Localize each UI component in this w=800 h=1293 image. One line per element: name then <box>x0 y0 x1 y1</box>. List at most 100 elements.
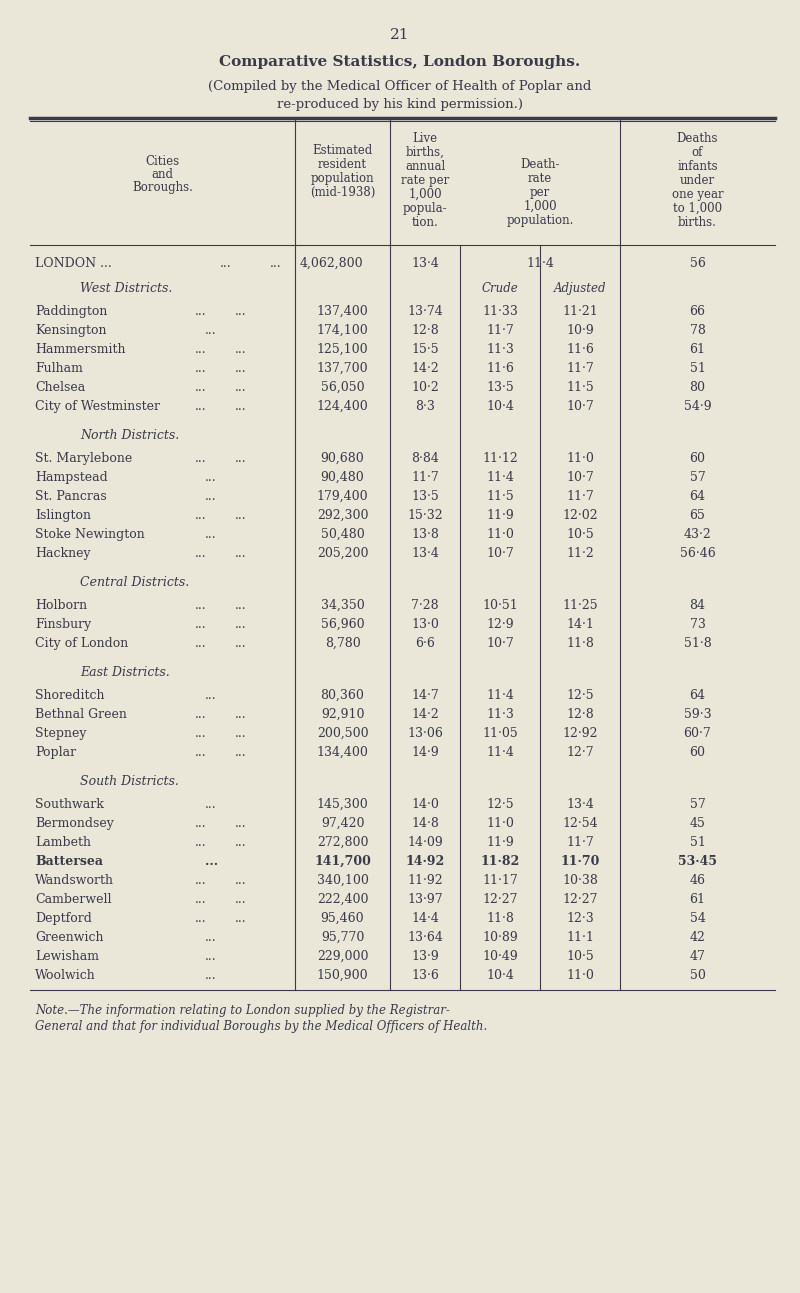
Text: ...: ... <box>205 798 217 811</box>
Text: Bermondsey: Bermondsey <box>35 817 114 830</box>
Text: and: and <box>151 168 174 181</box>
Text: tion.: tion. <box>412 216 438 229</box>
Text: 272,800: 272,800 <box>317 837 368 850</box>
Text: ...: ... <box>235 400 246 412</box>
Text: 13·4: 13·4 <box>566 798 594 811</box>
Text: 78: 78 <box>690 325 706 337</box>
Text: 12·54: 12·54 <box>562 817 598 830</box>
Text: South Districts.: South Districts. <box>80 775 179 787</box>
Text: ...: ... <box>235 912 246 924</box>
Text: Finsbury: Finsbury <box>35 618 91 631</box>
Text: ...: ... <box>235 453 246 465</box>
Text: ...: ... <box>195 362 206 375</box>
Text: 11·0: 11·0 <box>566 453 594 465</box>
Text: Hampstead: Hampstead <box>35 471 108 484</box>
Text: 57: 57 <box>690 798 706 811</box>
Text: ...: ... <box>235 343 246 356</box>
Text: Deptford: Deptford <box>35 912 92 924</box>
Text: 84: 84 <box>690 599 706 612</box>
Text: 46: 46 <box>690 874 706 887</box>
Text: 10·38: 10·38 <box>562 874 598 887</box>
Text: 73: 73 <box>690 618 706 631</box>
Text: 11·5: 11·5 <box>566 381 594 394</box>
Text: 90,480: 90,480 <box>321 471 364 484</box>
Text: 8,780: 8,780 <box>325 637 360 650</box>
Text: population.: population. <box>506 215 574 228</box>
Text: 56: 56 <box>690 257 706 270</box>
Text: Poplar: Poplar <box>35 746 76 759</box>
Text: Hammersmith: Hammersmith <box>35 343 126 356</box>
Text: 11·8: 11·8 <box>566 637 594 650</box>
Text: 11·6: 11·6 <box>486 362 514 375</box>
Text: 95,770: 95,770 <box>321 931 364 944</box>
Text: 64: 64 <box>690 490 706 503</box>
Text: ...: ... <box>235 893 246 906</box>
Text: 145,300: 145,300 <box>317 798 368 811</box>
Text: 6·6: 6·6 <box>415 637 435 650</box>
Text: rate per: rate per <box>401 175 449 187</box>
Text: 11·25: 11·25 <box>562 599 598 612</box>
Text: General and that for individual Boroughs by the Medical Officers of Health.: General and that for individual Boroughs… <box>35 1020 487 1033</box>
Text: 14·0: 14·0 <box>411 798 439 811</box>
Text: Live: Live <box>413 132 438 145</box>
Text: infants: infants <box>677 160 718 173</box>
Text: ...: ... <box>205 968 217 981</box>
Text: ...: ... <box>235 305 246 318</box>
Text: Adjusted: Adjusted <box>554 282 606 295</box>
Text: 10·5: 10·5 <box>566 950 594 963</box>
Text: ...: ... <box>195 400 206 412</box>
Text: ...: ... <box>205 855 218 868</box>
Text: 10·9: 10·9 <box>566 325 594 337</box>
Text: Southwark: Southwark <box>35 798 104 811</box>
Text: Battersea: Battersea <box>35 855 103 868</box>
Text: Comparative Statistics, London Boroughs.: Comparative Statistics, London Boroughs. <box>219 56 581 69</box>
Text: 14·7: 14·7 <box>411 689 439 702</box>
Text: 11·9: 11·9 <box>486 509 514 522</box>
Text: Islington: Islington <box>35 509 91 522</box>
Text: 13·06: 13·06 <box>407 727 443 740</box>
Text: ...: ... <box>235 618 246 631</box>
Text: ...: ... <box>220 257 232 270</box>
Text: Kensington: Kensington <box>35 325 106 337</box>
Text: 92,910: 92,910 <box>321 709 364 721</box>
Text: 11·7: 11·7 <box>566 837 594 850</box>
Text: 11·8: 11·8 <box>486 912 514 924</box>
Text: 60·7: 60·7 <box>684 727 711 740</box>
Text: 13·5: 13·5 <box>486 381 514 394</box>
Text: ...: ... <box>205 931 217 944</box>
Text: 11·5: 11·5 <box>486 490 514 503</box>
Text: 340,100: 340,100 <box>317 874 369 887</box>
Text: 11·21: 11·21 <box>562 305 598 318</box>
Text: ...: ... <box>235 837 246 850</box>
Text: 14·8: 14·8 <box>411 817 439 830</box>
Text: ...: ... <box>195 343 206 356</box>
Text: ...: ... <box>205 325 217 337</box>
Text: 80: 80 <box>690 381 706 394</box>
Text: 11·4: 11·4 <box>526 257 554 270</box>
Text: ...: ... <box>195 305 206 318</box>
Text: 137,400: 137,400 <box>317 305 368 318</box>
Text: 50: 50 <box>690 968 706 981</box>
Text: 12·9: 12·9 <box>486 618 514 631</box>
Text: ...: ... <box>195 547 206 560</box>
Text: 11·7: 11·7 <box>411 471 439 484</box>
Text: 1,000: 1,000 <box>408 187 442 200</box>
Text: Deaths: Deaths <box>677 132 718 145</box>
Text: Crude: Crude <box>482 282 518 295</box>
Text: 12·5: 12·5 <box>566 689 594 702</box>
Text: 4,062,800: 4,062,800 <box>300 257 364 270</box>
Text: 10·2: 10·2 <box>411 381 439 394</box>
Text: 11·0: 11·0 <box>566 968 594 981</box>
Text: 61: 61 <box>690 343 706 356</box>
Text: 11·7: 11·7 <box>566 490 594 503</box>
Text: ...: ... <box>195 509 206 522</box>
Text: ...: ... <box>195 381 206 394</box>
Text: 13·97: 13·97 <box>407 893 443 906</box>
Text: ...: ... <box>195 637 206 650</box>
Text: 60: 60 <box>690 746 706 759</box>
Text: Hackney: Hackney <box>35 547 90 560</box>
Text: Shoreditch: Shoreditch <box>35 689 105 702</box>
Text: 54: 54 <box>690 912 706 924</box>
Text: ...: ... <box>205 689 217 702</box>
Text: ...: ... <box>235 746 246 759</box>
